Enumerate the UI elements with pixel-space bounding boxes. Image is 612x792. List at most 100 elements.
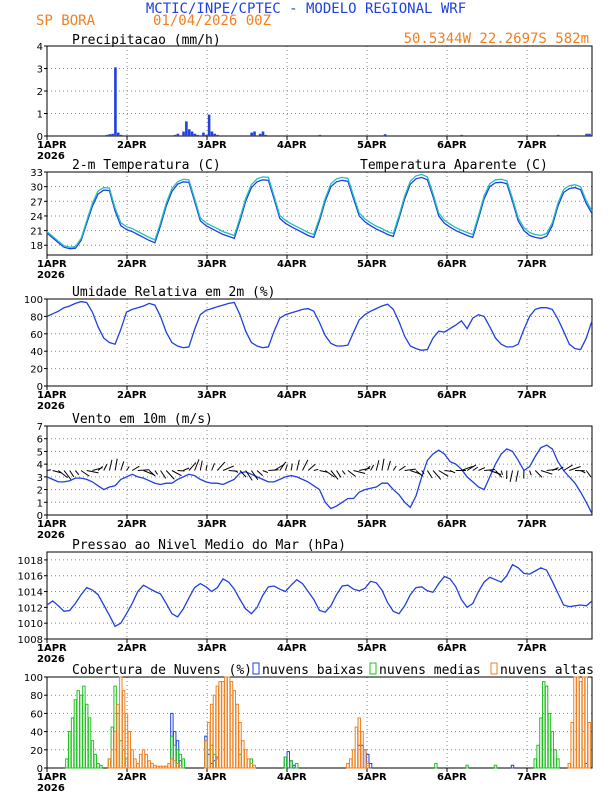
cloud-bar-2 [167,762,171,769]
wind-arrow [421,470,425,475]
y-tick-label-4: 80 [30,691,43,702]
cloud-bar-2 [127,731,132,769]
cloud-bar-2 [587,722,591,769]
y-tick-label-5: 100 [24,295,43,306]
y-tick-label-2: 1012 [18,603,43,614]
wind-arrow [404,468,416,471]
x-tick-label-1: 2APR [117,390,147,401]
wind-arrow [273,463,285,471]
cloud-bar-2 [366,762,370,769]
wind-arrow [500,470,504,476]
precip-bar [202,132,205,136]
panel-2: 18 21 24 27 30 33 1APR 2APR 3APR 4APR 5APR 6APR 7APR… [30,158,593,281]
y-tick-label-2: 40 [30,728,43,739]
cloud-bar-1 [533,758,537,769]
wind-arrow [426,470,433,479]
cloud-bar-2 [578,681,583,769]
wind-arrow [154,470,159,475]
precip-bar [556,134,560,136]
wind-arrow [364,465,371,471]
x-tick-label-4: 5APR [357,643,387,654]
x-year-label: 2026 [37,654,65,665]
x-tick-label-6: 7APR [517,259,547,270]
precip-bar [176,133,180,136]
panel-frame [46,171,593,256]
cloud-bar-1 [68,731,72,769]
cloud-bar-2 [224,676,228,769]
cloud-bar-1 [295,762,299,769]
cloud-bar-2 [349,758,353,769]
y-tick-label-0: 0 [37,382,43,393]
precip-bar [585,133,588,136]
x-tick-label-5: 6APR [437,390,467,401]
y-tick-label-5: 100 [24,673,43,684]
wind-arrow [552,467,559,471]
wind-arrow [461,465,473,471]
wind-arrow [97,465,104,471]
wind-arrow [307,463,316,471]
x-tick-label-3: 4APR [277,140,307,151]
cloud-bar-2 [207,722,211,769]
legend-swatch-2 [490,662,498,675]
y-tick-label-5: 33 [30,168,43,179]
wind-arrow [120,461,125,471]
panel-1: 0 1 2 3 4 1APR 2APR 3APR 4APR 5APR 6APR 7APR 2026 Pre… [37,33,593,162]
precip-bar [111,133,114,136]
precip-bar [108,134,112,136]
y-tick-label-0: 0 [37,764,43,775]
cloud-bar-2 [178,764,183,769]
y-tick-label-0: 0 [37,132,43,143]
x-tick-label-1: 2APR [117,519,147,530]
precip-bar [204,134,208,136]
cloud-bar-2 [360,731,364,769]
wind-arrow [347,470,356,477]
wind-arrow [199,460,203,471]
cloud-bar-2 [147,760,151,769]
precip-bar [193,133,197,136]
cloud-bar-2 [573,676,577,769]
precip-bar [383,134,387,136]
wind-arrow [63,470,72,480]
wind-arrow [188,462,197,471]
cloud-bar-1 [539,717,543,769]
wind-arrow [302,459,309,471]
x-year-label: 2026 [37,401,65,412]
x-tick-label-3: 4APR [277,259,307,270]
x-tick-label-2: 3APR [197,140,227,151]
x-tick-label-2: 3APR [197,259,227,270]
wind-arrow [126,466,130,471]
cloud-bar-2 [229,681,234,769]
panel-frame [46,298,593,387]
cloud-bar-1 [73,699,78,769]
precip-bar [250,132,253,136]
precip-bar [258,133,262,136]
legend-swatch-0 [252,662,260,675]
cloud-bar-1 [96,762,100,769]
precip-bar [116,132,120,136]
wind-arrow [398,465,406,471]
cloud-bar-2 [153,764,157,769]
cloud-bar-2 [164,765,168,769]
series-line-temperatura [46,176,593,250]
x-tick-label-4: 5APR [357,519,387,530]
x-tick-label-6: 7APR [517,643,547,654]
precip-bar [119,134,123,136]
cloud-bar-1 [181,758,185,769]
cloud-bar-2 [138,753,143,769]
wind-arrow [284,464,288,471]
y-tick-label-7: 7 [37,422,43,433]
y-tick-label-2: 2 [37,87,43,98]
precip-bar [318,134,322,136]
cloud-bar-2 [581,676,586,769]
legend-label-2: nuvens altas [500,663,594,678]
panel-3: 0 20 40 60 80 100 1APR 2APR 3APR 4APR 5APR 6APR 7APR… [24,285,593,412]
wind-arrow [540,470,553,475]
wind-arrow [478,467,486,471]
cloud-bar-1 [544,685,549,769]
wind-arrow [211,463,215,471]
cloud-bar-1 [90,740,95,769]
cloud-bar-0 [510,764,515,769]
wind-arrow [484,468,496,471]
y-tick-label-4: 30 [30,183,43,194]
